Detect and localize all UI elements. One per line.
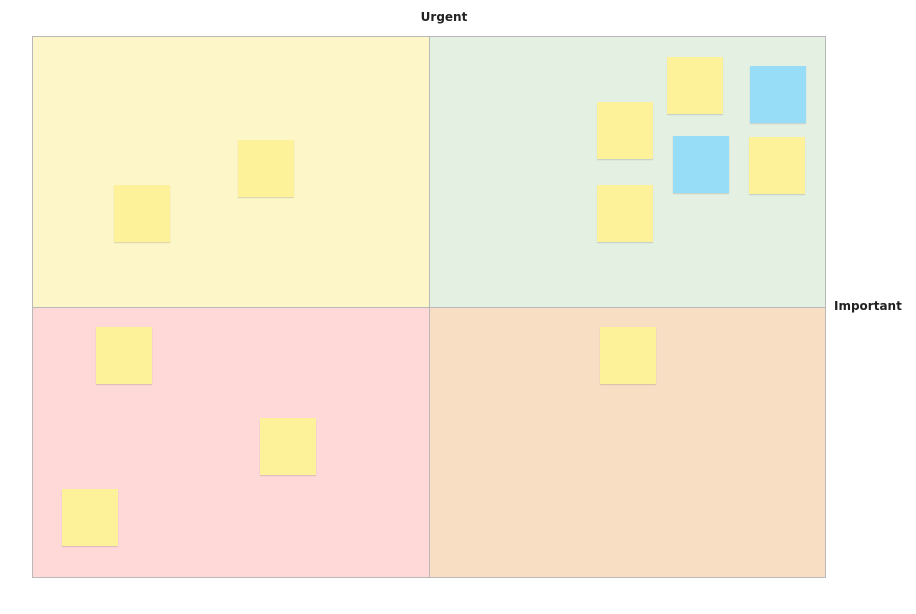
sticky-note-yellow[interactable] <box>238 140 294 197</box>
quadrant-top-left[interactable] <box>32 36 430 308</box>
sticky-note-blue[interactable] <box>750 66 806 123</box>
priority-matrix <box>32 36 826 578</box>
sticky-note-yellow[interactable] <box>597 102 653 159</box>
important-axis-label: Important <box>834 299 902 313</box>
sticky-note-yellow[interactable] <box>749 137 805 194</box>
urgent-axis-label: Urgent <box>420 10 468 24</box>
sticky-note-yellow[interactable] <box>600 327 656 384</box>
sticky-note-yellow[interactable] <box>96 327 152 384</box>
sticky-note-yellow[interactable] <box>667 57 723 114</box>
sticky-note-yellow[interactable] <box>62 489 118 546</box>
sticky-note-blue[interactable] <box>673 136 729 193</box>
sticky-note-yellow[interactable] <box>597 185 653 242</box>
sticky-note-yellow[interactable] <box>114 185 170 242</box>
sticky-note-yellow[interactable] <box>260 418 316 475</box>
